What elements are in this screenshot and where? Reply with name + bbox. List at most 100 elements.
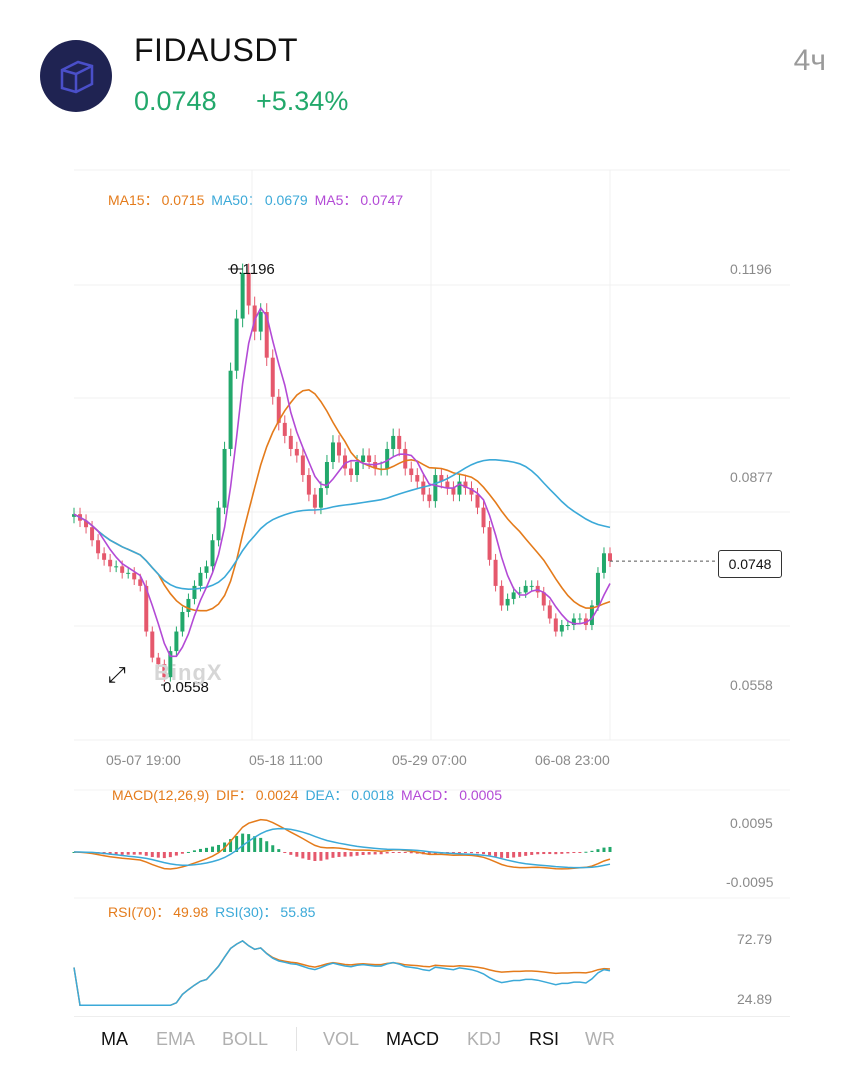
macd-bar [548, 852, 552, 855]
macd-bar [590, 850, 594, 852]
macd-bar [397, 852, 401, 853]
macd-bar [494, 852, 498, 857]
candle-body [330, 442, 335, 463]
ma50-value: 0.0679 [264, 192, 308, 208]
macd-name: MACD(12,26,9) [112, 787, 210, 803]
price-axis-bottom: 0.0558 [730, 677, 773, 693]
macd-bar [108, 852, 112, 855]
macd-bar [301, 852, 305, 859]
candle-body [463, 481, 468, 489]
ma5-line [73, 306, 611, 658]
tab-vol[interactable]: VOL [323, 1029, 360, 1049]
candle-body [415, 475, 420, 482]
candle-body [421, 481, 426, 495]
macd-bar [235, 836, 239, 852]
macd-bar [265, 841, 269, 852]
ma15-line [73, 388, 611, 612]
candle-body [517, 592, 522, 594]
last-price-tag: 0.0748 [718, 550, 782, 578]
tab-kdj[interactable]: KDJ [467, 1029, 502, 1049]
candle-body [505, 598, 510, 606]
macd-bar [355, 852, 359, 856]
candle-body [475, 494, 480, 508]
candle-body [433, 475, 438, 502]
candle-body [258, 312, 263, 332]
macd-bar [536, 852, 540, 855]
dif-value: 0.0024 [255, 787, 299, 803]
macd-bar [560, 852, 564, 854]
macd-bar [524, 852, 528, 856]
macd-bar [331, 852, 335, 858]
candle-body [608, 553, 612, 562]
candle-body [547, 605, 552, 619]
candle-body [469, 488, 474, 495]
macd-bar [343, 852, 347, 857]
candle-body [180, 611, 185, 632]
last-price: 0.0748 [134, 86, 217, 116]
candle-body [571, 618, 576, 626]
candle-body [114, 566, 119, 568]
macd-bar [482, 852, 486, 855]
macd-bar [126, 852, 130, 855]
ma5-value: 0.0747 [360, 192, 404, 208]
macd-bar [566, 852, 570, 854]
macd-bar [385, 852, 389, 854]
macd-bar [144, 852, 148, 856]
candle-body [198, 572, 203, 586]
candle-body [445, 481, 450, 489]
candle-body [553, 618, 558, 632]
ticker-header: FIDAUSDT 0.0748 +5.34% 4ч [0, 0, 864, 150]
candle-body [132, 572, 137, 580]
candle-body [439, 475, 444, 482]
candle-body [306, 475, 311, 495]
candle-body [487, 527, 492, 560]
candle-body [174, 631, 179, 652]
candle-body [493, 559, 498, 586]
macd-bar [469, 852, 473, 854]
dea-line [74, 827, 611, 869]
candle-body [403, 448, 408, 469]
candle-body [96, 540, 101, 554]
expand-icon[interactable]: ⤢ [108, 662, 126, 687]
candle-body [361, 455, 366, 463]
rsi-legend: RSI(70)： 49.98 RSI(30)： 55.85 [108, 902, 318, 922]
macd-bar [120, 852, 124, 855]
tab-rsi[interactable]: RSI [529, 1029, 560, 1049]
cube-icon [40, 40, 112, 112]
macd-bar [578, 852, 582, 853]
time-label-2: 05-29 07:00 [392, 752, 467, 768]
candle-body [300, 455, 305, 476]
macd-bar [337, 852, 341, 857]
tab-ma[interactable]: MA [101, 1029, 128, 1049]
rsi70-label: RSI(70)： [108, 904, 171, 920]
time-label-0: 05-07 19:00 [106, 752, 181, 768]
macd-bar [409, 852, 413, 854]
symbol-name: FIDAUSDT [134, 32, 298, 68]
candle-body [168, 651, 173, 678]
macd-bar [476, 852, 480, 854]
macd-bar [217, 844, 221, 852]
tab-boll[interactable]: BOLL [222, 1029, 269, 1049]
macd-bar [138, 852, 142, 855]
candle-body [186, 598, 191, 612]
tab-macd[interactable]: MACD [386, 1029, 439, 1049]
macd-bar [192, 850, 196, 852]
candle-body [210, 540, 215, 567]
macd-bar [512, 852, 516, 858]
macd-bar [211, 846, 215, 852]
interval-selector[interactable]: 4ч [793, 44, 826, 77]
macd-bar [457, 852, 461, 854]
macd-bar [253, 836, 257, 852]
macd-bar [518, 852, 522, 857]
macd-bar [180, 852, 184, 854]
ma-legend: MA15： 0.0715 MA50： 0.0679 MA5： 0.0747 [108, 190, 406, 210]
macd-bar [488, 852, 492, 856]
candle-body [156, 657, 161, 665]
macd-bar [379, 852, 383, 855]
tab-ema[interactable]: EMA [156, 1029, 196, 1049]
macd-bar [277, 849, 281, 852]
tab-wr[interactable]: WR [585, 1029, 615, 1049]
candle-body [481, 507, 486, 528]
macd-legend: MACD(12,26,9) DIF： 0.0024 DEA： 0.0018 MACD… [112, 785, 505, 805]
